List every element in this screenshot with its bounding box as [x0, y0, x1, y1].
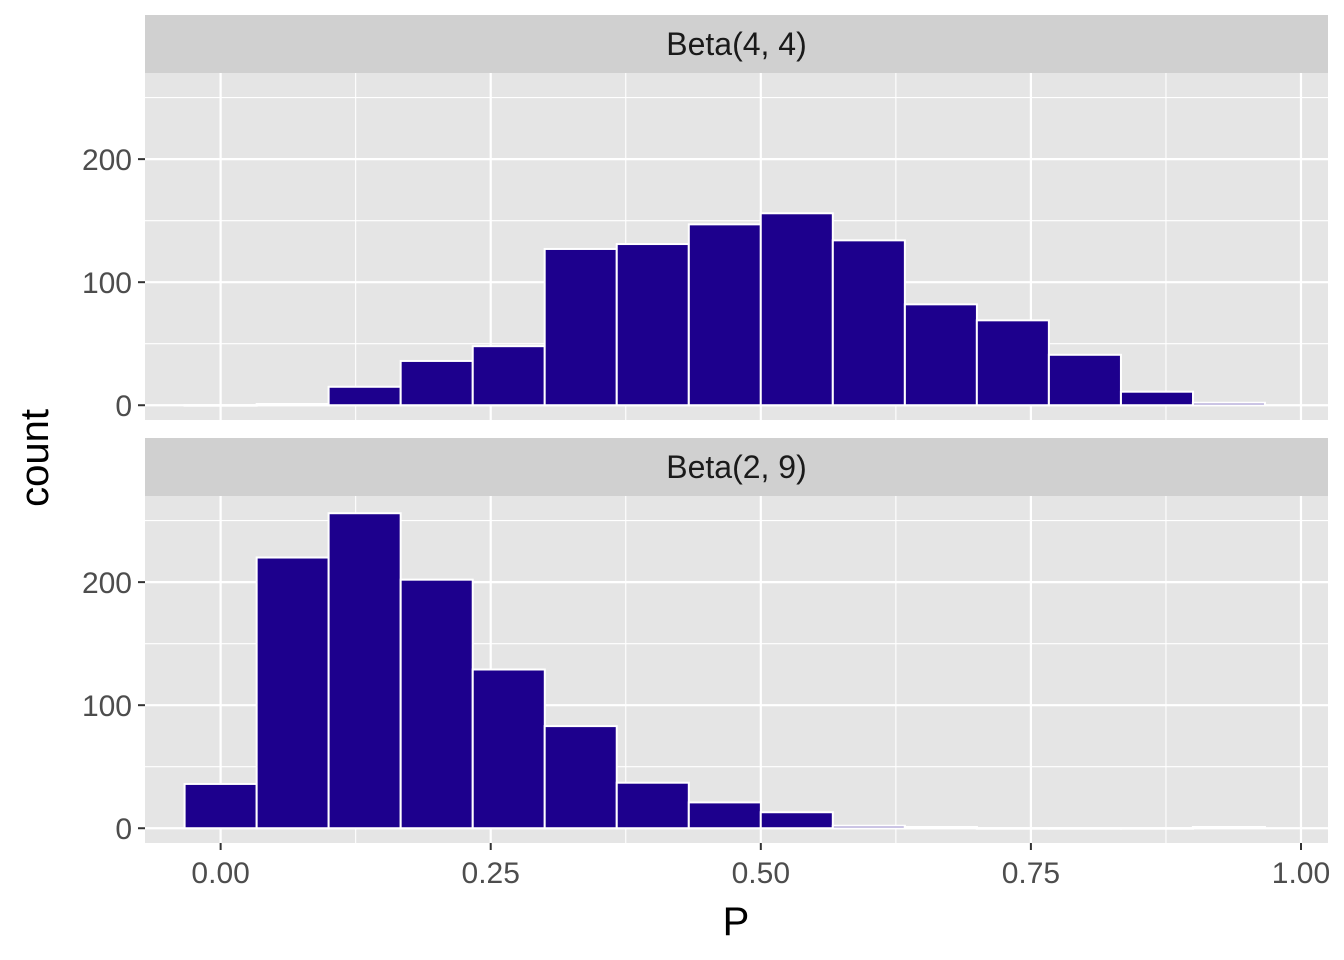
histogram-bar — [1047, 827, 1122, 830]
histogram-bar — [327, 512, 402, 830]
x-tick-label: 1.00 — [1272, 857, 1330, 890]
histogram-bar — [255, 403, 330, 407]
y-axis-title: count — [13, 409, 57, 507]
histogram-bar — [759, 212, 834, 407]
x-tick-label: 0.25 — [462, 857, 520, 890]
histogram-bar — [183, 404, 258, 407]
facet-panel: Beta(4, 4) 0 100 200 — [82, 15, 1328, 423]
histogram-bar — [615, 781, 690, 830]
histogram-bar — [975, 827, 1050, 830]
histogram-bar — [759, 811, 834, 830]
y-tick-label: 0 — [115, 390, 132, 423]
histogram-bar — [1047, 353, 1122, 407]
histogram-bar — [471, 345, 546, 407]
histogram-bar — [687, 223, 762, 407]
y-tick-label: 100 — [82, 267, 132, 300]
histogram-bar — [903, 826, 978, 830]
histogram-bar — [975, 319, 1050, 407]
facet-strip — [145, 15, 1328, 73]
histogram-bar — [399, 578, 474, 830]
histogram-bar — [543, 247, 618, 407]
histogram-bar — [399, 359, 474, 407]
histogram-bar — [1191, 826, 1266, 830]
histogram-bar — [831, 824, 906, 830]
histogram-bar — [831, 239, 906, 407]
histogram-bar — [327, 385, 402, 407]
histogram-bar — [1119, 390, 1195, 407]
x-tick-label: 0.50 — [732, 857, 790, 890]
x-tick-label: 0.00 — [191, 857, 249, 890]
histogram-bar — [255, 556, 330, 830]
histogram-bar — [687, 801, 762, 830]
histogram-bar — [543, 725, 618, 830]
facet-strip-label: Beta(4, 4) — [666, 26, 807, 62]
facet-panels: Beta(4, 4) 0 100 200 Beta(2, 9) 0 100 200 — [82, 15, 1328, 846]
facet-strip-label: Beta(2, 9) — [666, 449, 807, 485]
y-tick-label: 100 — [82, 690, 132, 723]
histogram-bar — [1191, 401, 1266, 407]
histogram-bar — [615, 243, 690, 407]
facet-strip — [145, 438, 1328, 496]
histogram-bar — [1119, 827, 1195, 830]
x-axis: 0.00 0.25 0.50 0.75 1.00 — [191, 843, 1330, 890]
y-tick-label: 200 — [82, 144, 132, 177]
histogram-bar — [471, 668, 546, 830]
facet-panel: Beta(2, 9) 0 100 200 — [82, 438, 1328, 846]
y-tick-label: 0 — [115, 813, 132, 846]
histogram-bar — [903, 303, 978, 407]
y-tick-label: 200 — [82, 567, 132, 600]
x-tick-label: 0.75 — [1002, 857, 1060, 890]
histogram-bar — [183, 782, 258, 830]
x-axis-title: P — [723, 900, 750, 944]
